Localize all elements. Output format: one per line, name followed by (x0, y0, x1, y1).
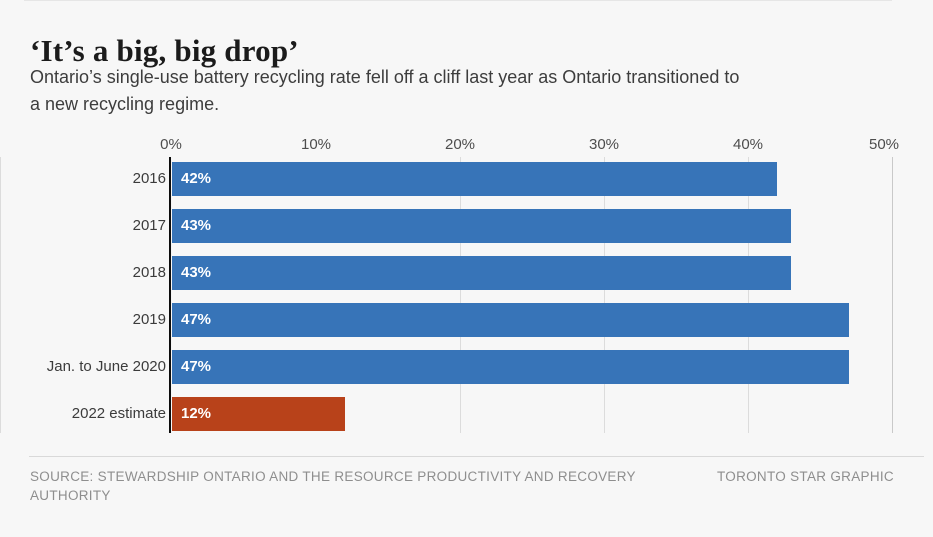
zero-axis-line (169, 157, 171, 433)
graphic-credit: TORONTO STAR GRAPHIC (716, 469, 894, 484)
axis-tick-0: 0% (160, 136, 182, 153)
value-label: 42% (181, 170, 212, 187)
gridline-20 (604, 157, 605, 433)
axis-tick-40: 40% (732, 136, 764, 153)
category-label: 2018 (132, 264, 166, 281)
subtitle-line-1: Ontario’s single-use battery recycling r… (30, 67, 740, 87)
bar-row-2022-estimate: 2022 estimate 12% (0, 397, 933, 431)
category-label: 2022 estimate (71, 405, 166, 422)
bar: 42% (172, 162, 777, 196)
bar: 47% (172, 350, 849, 384)
bar-highlight: 12% (172, 397, 345, 431)
value-label: 43% (181, 264, 212, 281)
footer-divider (29, 456, 924, 457)
axis-tick-50: 50% (868, 136, 900, 153)
bar-row-2019: 2019 47% (0, 303, 933, 337)
axis-tick-20: 20% (444, 136, 476, 153)
axis-tick-10: 10% (300, 136, 332, 153)
subtitle-line-2: a new recycling regime. (30, 94, 220, 114)
value-label: 43% (181, 217, 212, 234)
gridline-50 (892, 157, 893, 433)
chart-title: ‘It’s a big, big drop’ (30, 32, 299, 68)
gridline-40 (0, 157, 1, 433)
bar: 43% (172, 209, 792, 243)
row-separator (24, 0, 892, 1)
bar: 43% (172, 256, 792, 290)
category-label: 2019 (132, 311, 166, 328)
category-label: 2016 (132, 170, 166, 187)
gridline-10 (460, 157, 461, 433)
bar-row-2018: 2018 43% (0, 256, 933, 290)
bar-row-2016: 2016 42% (0, 162, 933, 196)
category-label: 2017 (132, 217, 166, 234)
value-label: 12% (181, 405, 212, 422)
value-label: 47% (181, 311, 212, 328)
gridline-30 (748, 157, 749, 433)
axis-tick-30: 30% (588, 136, 620, 153)
category-label: Jan. to June 2020 (46, 358, 166, 375)
bar: 47% (172, 303, 849, 337)
bar-row-2017: 2017 43% (0, 209, 933, 243)
source-attribution: SOURCE: STEWARDSHIP ONTARIO AND THE RESO… (30, 469, 636, 503)
chart-subtitle: Ontario’s single-use battery recycling r… (30, 64, 739, 118)
bar-row-jan-june-2020: Jan. to June 2020 47% (0, 350, 933, 384)
value-label: 47% (181, 358, 212, 375)
